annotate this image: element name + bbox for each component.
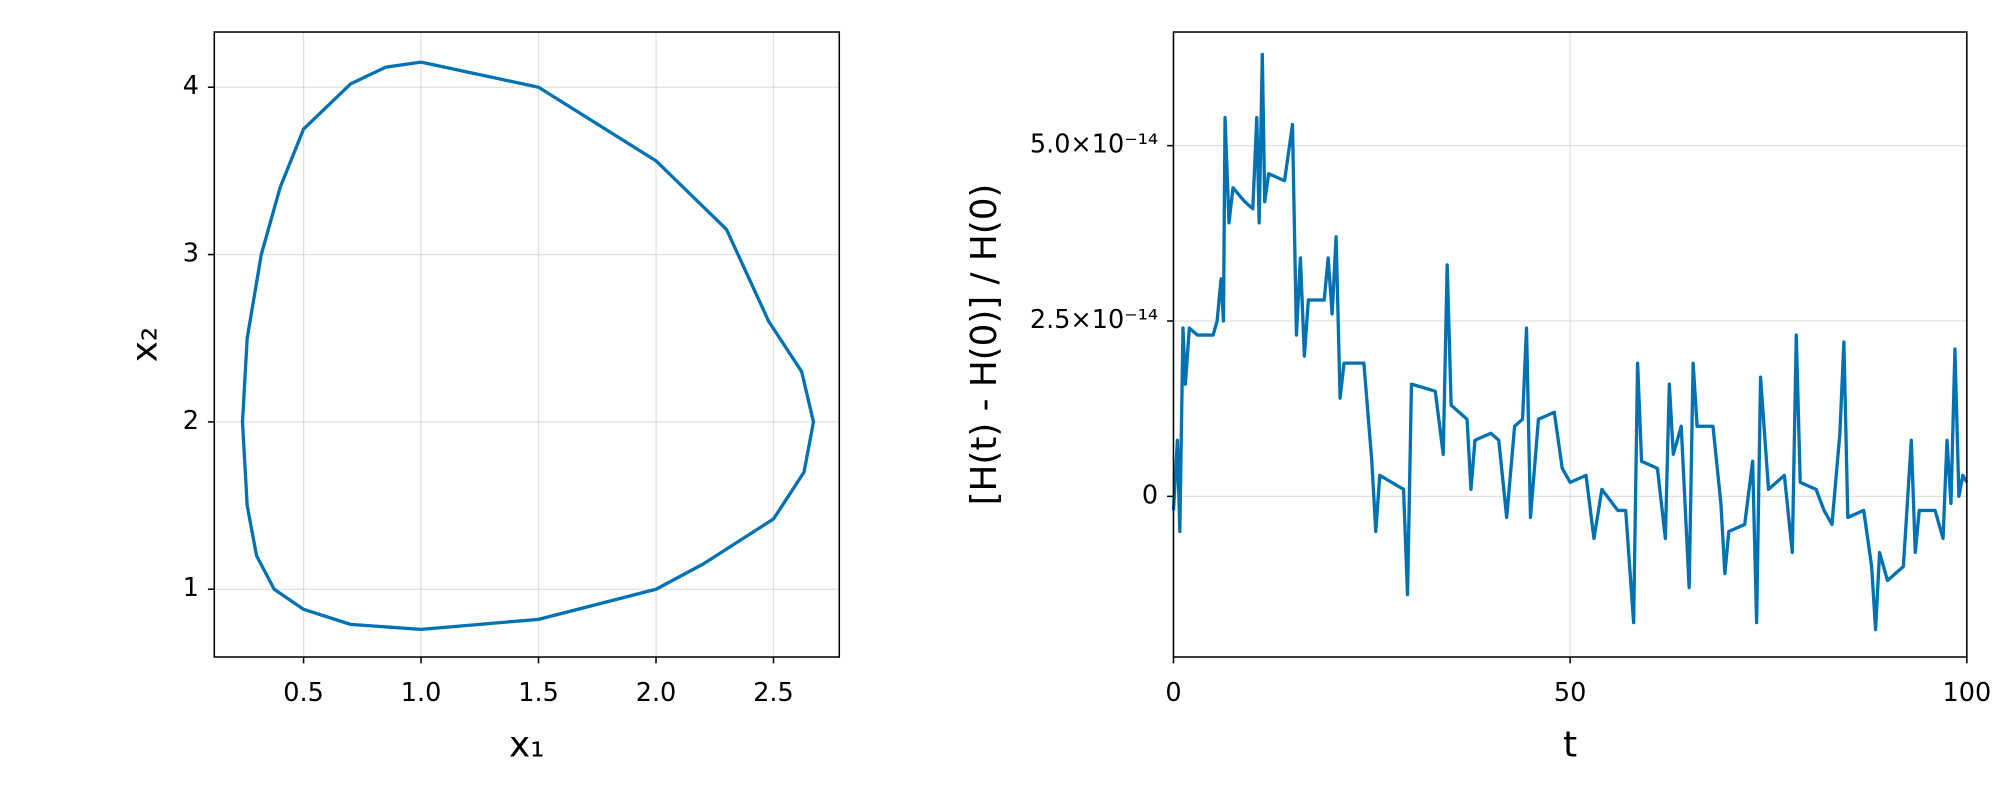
- y-axis-label: x₂: [125, 327, 166, 362]
- x-tick-label: 0.5: [283, 678, 324, 708]
- y-tick-label: 4: [183, 71, 199, 101]
- y-tick-label: 2.5×10⁻¹⁴: [1030, 305, 1158, 335]
- x-tick-label: 50: [1554, 678, 1586, 708]
- plot-frame: [213, 31, 841, 658]
- y-tick-label: 1: [183, 573, 199, 603]
- x-tick-label: 1.0: [401, 678, 442, 708]
- x-tick-label: 1.5: [518, 678, 559, 708]
- x-tick-label: 100: [1943, 678, 1992, 708]
- y-tick-label: 0: [1142, 480, 1158, 510]
- x-tick-label: 0: [1165, 678, 1181, 708]
- x-tick-label: 2.0: [636, 678, 677, 708]
- x-tick-label: 2.5: [753, 678, 794, 708]
- x-axis-label: t: [1563, 724, 1577, 765]
- y-tick-label: 3: [183, 239, 199, 269]
- y-tick-label: 5.0×10⁻¹⁴: [1030, 130, 1158, 160]
- y-tick-label: 2: [183, 406, 199, 436]
- y-axis-label: [H(t) - H(0)] / H(0): [964, 184, 1005, 506]
- data-line: [1171, 52, 1969, 632]
- data-line: [240, 60, 816, 632]
- x-axis-label: x₁: [509, 724, 544, 765]
- plot-frame: [1172, 31, 1968, 658]
